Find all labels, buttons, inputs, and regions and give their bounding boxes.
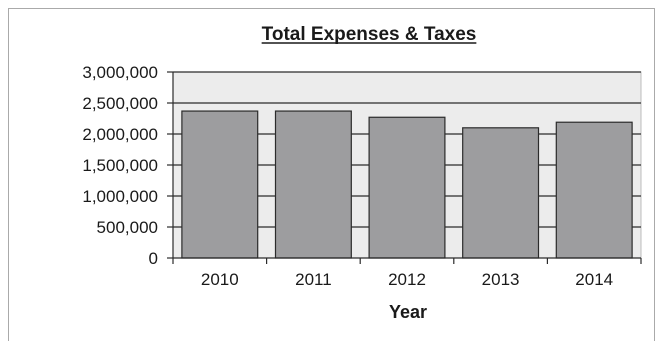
y-tick-label: 2,500,000: [82, 94, 158, 113]
bar-chart: Total Expenses & Taxes 0 500,000 1,000,000…: [82, 24, 642, 322]
y-tick-label: 3,000,000: [82, 63, 158, 82]
x-tick-label: 2012: [388, 270, 426, 289]
x-tick-label: 2010: [201, 270, 239, 289]
bars: [181, 110, 633, 259]
y-axis: 0 500,000 1,000,000 1,500,000 2,000,000 2,500…: [82, 63, 174, 268]
y-tick-label: 0: [149, 249, 158, 268]
x-tick-label: 2013: [482, 270, 520, 289]
bar-2011: [274, 110, 352, 259]
y-tick-label: 2,000,000: [82, 125, 158, 144]
y-tick-label: 500,000: [97, 218, 158, 237]
x-tick-label: 2011: [295, 270, 332, 289]
x-tick-label: 2014: [575, 270, 613, 289]
bar-2014: [555, 121, 633, 259]
bar-2013: [462, 127, 540, 259]
bar-2012: [368, 116, 446, 259]
chart-title: Total Expenses & Taxes: [262, 24, 477, 45]
y-tick-label: 1,500,000: [82, 156, 158, 175]
bar-2010: [181, 110, 259, 259]
x-axis: 2010 2011 2012 2013 2014: [172, 257, 642, 289]
chart-container: Total Expenses & Taxes 0 500,000 1,000,000…: [8, 8, 655, 341]
y-tick-label: 1,000,000: [82, 187, 158, 206]
x-axis-title: Year: [389, 302, 427, 322]
